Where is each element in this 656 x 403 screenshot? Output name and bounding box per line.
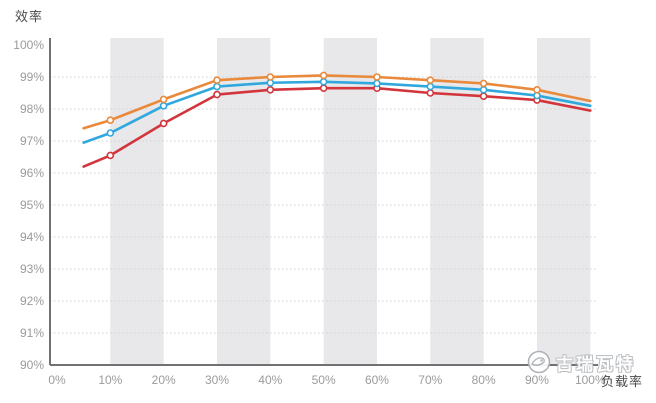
- x-tick-label: 0%: [48, 373, 66, 387]
- y-tick-label: 96%: [20, 166, 44, 180]
- data-point-marker: [373, 73, 381, 81]
- y-tick-label: 91%: [20, 326, 44, 340]
- data-point-marker: [426, 89, 435, 97]
- x-tick-label: 80%: [472, 373, 496, 387]
- data-point-marker: [319, 84, 328, 92]
- data-point-marker: [159, 119, 168, 128]
- y-tick-label: 94%: [20, 230, 44, 244]
- data-point-marker: [106, 116, 115, 124]
- y-tick-label: 97%: [20, 134, 44, 148]
- data-point-marker: [479, 79, 488, 88]
- x-tick-label: 60%: [365, 373, 389, 387]
- data-point-marker: [319, 71, 328, 80]
- data-point-marker: [319, 78, 328, 86]
- y-tick-label: 95%: [20, 198, 44, 212]
- x-tick-label: 70%: [418, 373, 442, 387]
- data-point-marker: [106, 151, 115, 160]
- data-point-marker: [213, 76, 221, 84]
- y-tick-label: 92%: [20, 294, 44, 308]
- column-band: [536, 38, 591, 365]
- data-point-marker: [213, 90, 221, 99]
- y-axis-title: 效率: [15, 9, 44, 24]
- data-point-marker: [426, 82, 435, 91]
- data-point-marker: [213, 82, 221, 91]
- data-point-marker: [533, 86, 541, 94]
- data-point-marker: [106, 129, 115, 137]
- y-tick-label: 93%: [20, 262, 44, 276]
- x-tick-label: 30%: [205, 373, 229, 387]
- data-point-marker: [373, 79, 381, 88]
- data-point-marker: [159, 102, 168, 110]
- data-point-marker: [266, 86, 275, 94]
- x-tick-label: 20%: [152, 373, 176, 387]
- y-tick-label: 99%: [20, 70, 44, 84]
- x-tick-label: 90%: [525, 373, 549, 387]
- data-point-marker: [479, 86, 488, 94]
- data-point-marker: [266, 73, 275, 81]
- column-band: [323, 38, 377, 365]
- data-point-marker: [426, 76, 435, 84]
- x-tick-label: 10%: [98, 373, 122, 387]
- y-tick-label: 100%: [13, 38, 44, 52]
- x-tick-label: 40%: [258, 373, 282, 387]
- x-tick-label: 100%: [575, 373, 606, 387]
- data-point-marker: [479, 92, 488, 100]
- x-tick-label: 50%: [312, 373, 336, 387]
- y-tick-label: 98%: [20, 102, 44, 116]
- y-tick-label: 90%: [20, 358, 44, 372]
- column-band: [110, 38, 164, 365]
- x-axis-title: 负载率: [601, 374, 644, 389]
- data-point-marker: [159, 95, 168, 104]
